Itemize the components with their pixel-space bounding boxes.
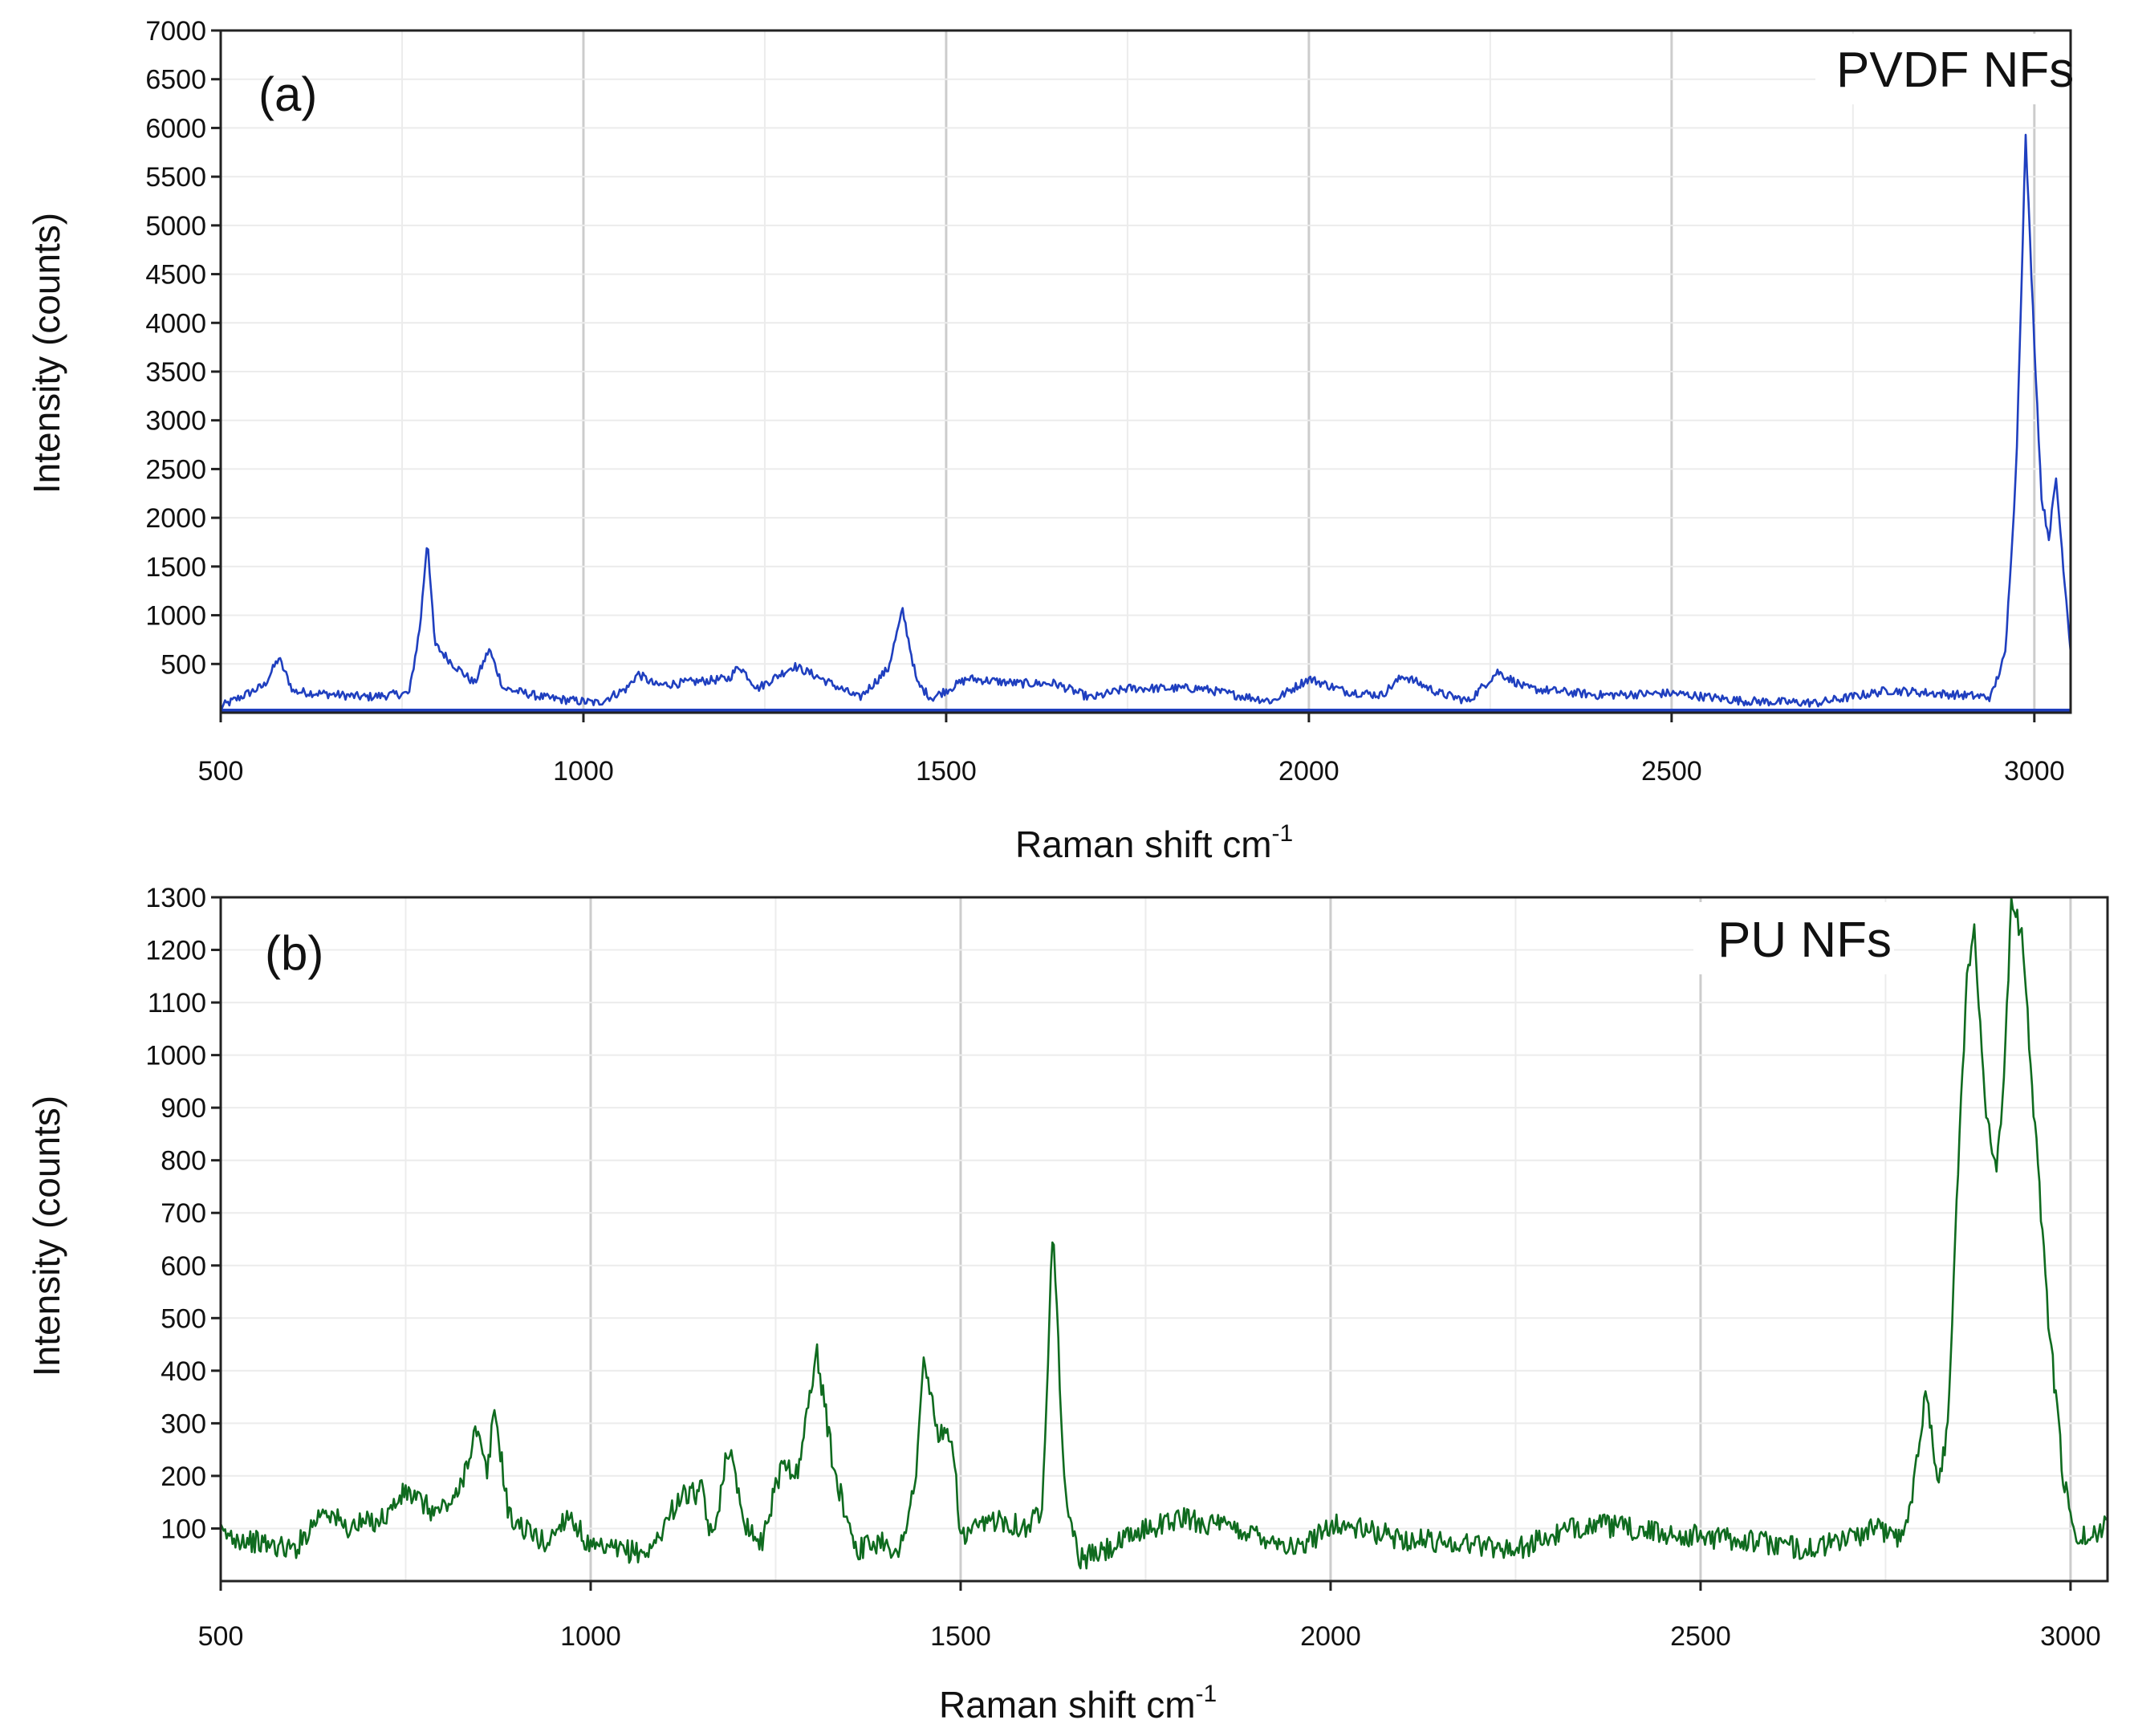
legend-label-b: PU NFs — [1717, 913, 1892, 968]
x-tick-label: 2000 — [1300, 1621, 1361, 1652]
y-tick-label: 300 — [161, 1409, 206, 1439]
y-tick-label: 3000 — [145, 406, 206, 437]
x-ticks-b: 500 1000 1500 2000 2500 3000 — [198, 1581, 2101, 1652]
series-line-pvdf — [219, 133, 2072, 709]
x-tick-label: 3000 — [2040, 1621, 2101, 1652]
y-tick-label: 500 — [161, 649, 206, 680]
x-tick-label: 500 — [198, 756, 244, 787]
y-tick-label: 1100 — [148, 988, 206, 1018]
y-ticks-a: 500 1000 1500 2000 2500 3000 3500 4000 4500 5000 5… — [145, 16, 221, 680]
y-tick-label: 600 — [161, 1251, 206, 1282]
y-ticks-b: 100 200 300 400 500 600 700 800 900 1000 1100 1200 1… — [145, 883, 221, 1544]
chart-panel-b: 500 1000 1500 2000 2500 3000 100 200 300 400 500 6… — [26, 883, 2109, 1726]
x-ticks-a: 500 1000 1500 2000 2500 3000 — [198, 713, 2065, 787]
gridlines-a — [221, 30, 2071, 713]
y-tick-label: 500 — [161, 1303, 206, 1334]
y-tick-label: 1300 — [145, 883, 206, 913]
y-tick-label: 2500 — [145, 454, 206, 485]
y-tick-label: 400 — [161, 1356, 206, 1387]
y-tick-label: 1000 — [145, 1041, 206, 1071]
plot-frame-a — [219, 29, 2072, 714]
x-axis-title-a: Raman shift cm-1 — [1015, 820, 1293, 865]
y-tick-label: 200 — [161, 1462, 206, 1492]
chart-panel-a: 500 1000 1500 2000 2500 3000 500 1000 1500 2000 2… — [26, 16, 2074, 865]
y-axis-title-b: Intensity (counts) — [26, 1096, 67, 1376]
plot-frame-b — [219, 896, 2109, 1583]
x-tick-label: 500 — [198, 1621, 244, 1652]
y-tick-label: 700 — [161, 1198, 206, 1229]
plot-area-b — [221, 897, 2108, 1581]
x-tick-label: 1000 — [560, 1621, 621, 1652]
series-line-pu — [219, 896, 2109, 1570]
x-tick-label: 2000 — [1278, 756, 1339, 787]
x-tick-label: 3000 — [2004, 756, 2065, 787]
x-axis-title-b: Raman shift cm-1 — [939, 1681, 1217, 1726]
x-tick-label: 1000 — [553, 756, 614, 787]
y-axis-title-a: Intensity (counts) — [26, 213, 67, 494]
y-tick-label: 3500 — [145, 357, 206, 388]
y-tick-label: 100 — [161, 1514, 206, 1544]
legend-box-b — [1693, 902, 1894, 974]
x-tick-label: 1500 — [916, 756, 977, 787]
y-tick-label: 1000 — [145, 601, 206, 632]
y-tick-label: 5000 — [145, 211, 206, 242]
y-tick-label: 6000 — [145, 113, 206, 144]
x-tick-label: 2500 — [1670, 1621, 1731, 1652]
y-tick-label: 4000 — [145, 308, 206, 339]
y-tick-label: 5500 — [145, 162, 206, 193]
y-tick-label: 1500 — [145, 552, 206, 583]
y-tick-label: 7000 — [145, 16, 206, 47]
x-tick-label: 1500 — [930, 1621, 991, 1652]
y-tick-label: 1200 — [145, 936, 206, 966]
y-tick-label: 900 — [161, 1093, 206, 1124]
y-tick-label: 4500 — [145, 260, 206, 291]
panel-label-a: (a) — [258, 67, 317, 121]
panel-label-b: (b) — [265, 926, 323, 980]
x-tick-label: 2500 — [1641, 756, 1702, 787]
y-tick-label: 6500 — [145, 65, 206, 96]
legend-label-a: PVDF NFs — [1836, 43, 2074, 98]
legend-box-a — [1815, 34, 2066, 104]
y-tick-label: 2000 — [145, 503, 206, 534]
y-tick-label: 800 — [161, 1146, 206, 1177]
